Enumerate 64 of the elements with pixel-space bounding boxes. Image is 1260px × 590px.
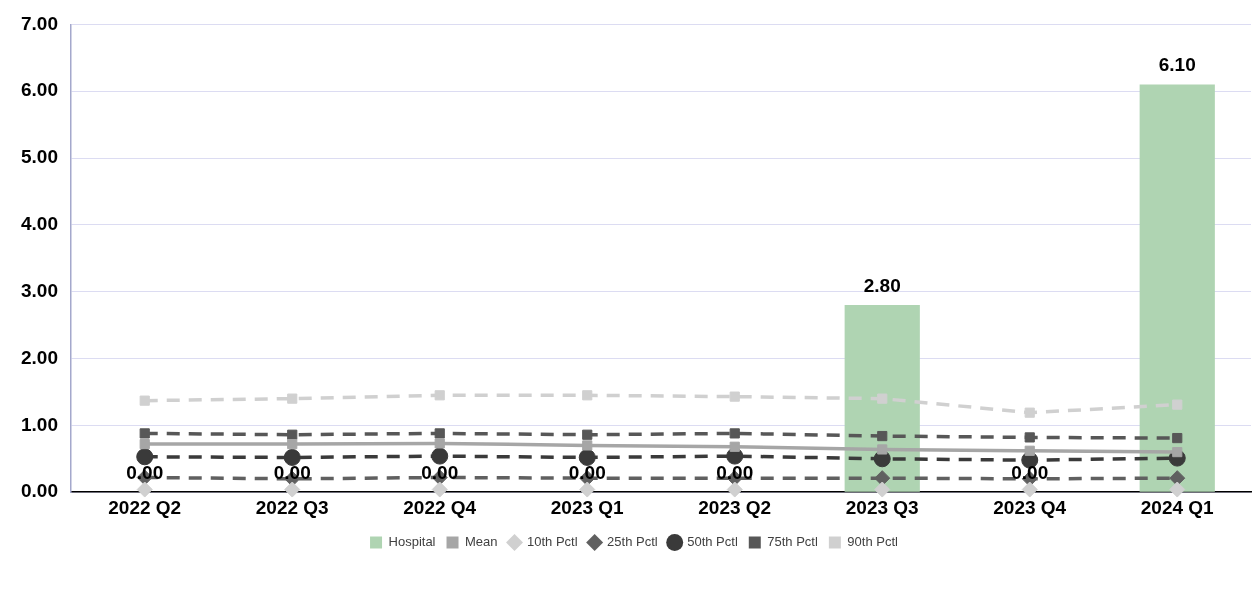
- x-tick-label: 2024 Q1: [1140, 496, 1215, 518]
- point: [434, 438, 445, 449]
- y-tick-label: 2.00: [21, 346, 58, 368]
- legend-label: 50th Pctl: [687, 534, 738, 550]
- point: [874, 481, 891, 498]
- x-tick-label: 2023 Q4: [993, 496, 1067, 518]
- x-tick-label: 2023 Q2: [698, 496, 772, 518]
- y-tick-label: 4.00: [21, 213, 58, 235]
- point: [283, 448, 301, 466]
- y-tick-label: 7.00: [21, 12, 58, 34]
- data-label: 0.00: [1011, 461, 1049, 483]
- point: [1172, 447, 1183, 458]
- y-tick-label: 3.00: [21, 279, 58, 301]
- point: [1172, 432, 1183, 444]
- y-tick-label: 1.00: [21, 413, 58, 435]
- point: [1021, 481, 1038, 498]
- point: [1024, 407, 1035, 418]
- point: [139, 395, 150, 406]
- point: [136, 448, 154, 466]
- point: [139, 428, 150, 439]
- y-tick-label: 6.00: [21, 79, 58, 101]
- data-label: 0.00: [421, 461, 459, 483]
- point: [877, 393, 888, 404]
- point: [287, 393, 298, 404]
- point: [1024, 432, 1035, 443]
- point: [1169, 481, 1186, 498]
- legend-label: Hospital: [388, 534, 436, 550]
- data-label: 2.80: [863, 274, 901, 296]
- data-label: 6.10: [1158, 54, 1196, 76]
- data-label: 0.00: [126, 461, 164, 483]
- point: [434, 428, 445, 439]
- point: [284, 481, 301, 498]
- point: [287, 438, 298, 450]
- x-tick-label: 2022 Q4: [403, 496, 477, 518]
- legend-label: 90th Pctl: [847, 534, 899, 550]
- point: [877, 444, 888, 455]
- point: [582, 429, 593, 440]
- y-tick-label: 5.00: [21, 146, 58, 168]
- point: [1024, 445, 1035, 456]
- legend-label: Mean: [465, 534, 498, 550]
- legend-label: 75th Pctl: [767, 534, 818, 550]
- y-tick-label: 0.00: [21, 480, 58, 502]
- point: [578, 448, 596, 466]
- legend-label: 10th Pctl: [527, 534, 578, 550]
- point: [729, 441, 740, 452]
- legend-label: 25th Pctl: [607, 534, 658, 550]
- point: [729, 391, 740, 402]
- point: [136, 481, 153, 498]
- point: [431, 447, 449, 465]
- point: [582, 390, 593, 401]
- point: [1172, 399, 1183, 410]
- x-tick-label: 2022 Q3: [255, 496, 329, 518]
- point: [582, 440, 593, 451]
- x-tick-label: 2023 Q3: [845, 496, 919, 518]
- point: [139, 438, 150, 450]
- x-tick-label: 2022 Q2: [108, 496, 182, 518]
- point: [877, 430, 888, 442]
- x-tick-label: 2023 Q1: [550, 496, 625, 518]
- point: [729, 428, 740, 439]
- point: [579, 481, 596, 498]
- point: [287, 429, 298, 440]
- point: [431, 481, 448, 498]
- point: [434, 390, 445, 401]
- point: [726, 481, 743, 498]
